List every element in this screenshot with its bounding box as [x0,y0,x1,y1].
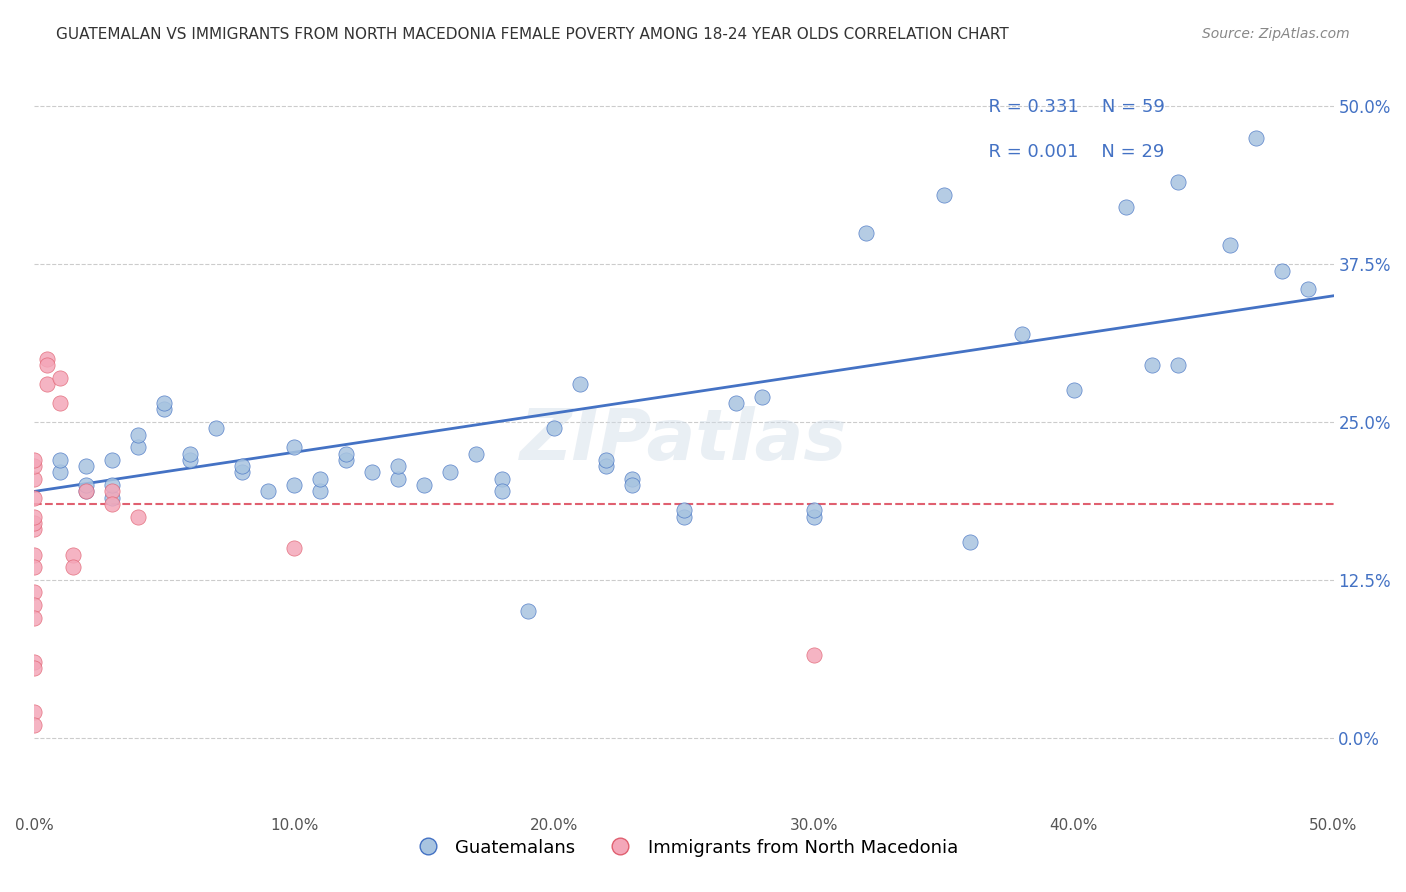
Point [22,459,45,474]
Point [22,598,45,612]
Point [387,459,409,474]
Point [179,453,201,467]
Point [231,459,253,474]
Point [257,484,280,499]
Point [101,497,124,511]
Point [543,421,565,435]
Point [439,466,461,480]
Text: R = 0.331    N = 59: R = 0.331 N = 59 [977,98,1166,116]
Point [465,446,488,460]
Text: ZIPatlas: ZIPatlas [520,407,848,475]
Point [1167,358,1189,372]
Point [569,377,592,392]
Point [309,484,332,499]
Point [37,358,59,372]
Point [22,509,45,524]
Text: Source: ZipAtlas.com: Source: ZipAtlas.com [1202,27,1350,41]
Point [22,491,45,505]
Point [1140,358,1163,372]
Point [127,427,149,442]
Point [517,604,540,618]
Point [49,453,72,467]
Point [62,560,84,574]
Point [37,351,59,366]
Point [724,396,747,410]
Point [1063,384,1085,398]
Text: GUATEMALAN VS IMMIGRANTS FROM NORTH MACEDONIA FEMALE POVERTY AMONG 18-24 YEAR OL: GUATEMALAN VS IMMIGRANTS FROM NORTH MACE… [56,27,1010,42]
Point [22,522,45,536]
Point [101,484,124,499]
Point [335,453,357,467]
Point [205,421,228,435]
Point [22,453,45,467]
Point [283,440,305,454]
Point [1270,263,1292,277]
Point [22,548,45,562]
Point [22,560,45,574]
Point [75,484,97,499]
Point [101,478,124,492]
Point [751,390,773,404]
Point [231,466,253,480]
Text: R = 0.001    N = 29: R = 0.001 N = 29 [977,143,1164,161]
Point [335,446,357,460]
Point [101,453,124,467]
Legend: Guatemalans, Immigrants from North Macedonia: Guatemalans, Immigrants from North Maced… [404,831,965,863]
Point [1011,326,1033,341]
Point [22,610,45,624]
Point [932,187,955,202]
Point [49,371,72,385]
Point [179,446,201,460]
Point [75,459,97,474]
Point [1296,283,1319,297]
Point [413,478,436,492]
Point [620,478,643,492]
Point [1244,131,1267,145]
Point [309,472,332,486]
Point [672,509,695,524]
Point [153,402,176,417]
Point [153,396,176,410]
Point [491,484,513,499]
Point [803,648,825,663]
Point [1167,175,1189,189]
Point [387,472,409,486]
Point [75,484,97,499]
Point [49,466,72,480]
Point [959,534,981,549]
Point [127,440,149,454]
Point [22,718,45,732]
Point [22,706,45,720]
Point [803,509,825,524]
Point [62,548,84,562]
Point [22,472,45,486]
Point [620,472,643,486]
Point [127,509,149,524]
Point [595,459,617,474]
Point [595,453,617,467]
Point [101,491,124,505]
Point [803,503,825,517]
Point [75,478,97,492]
Point [22,516,45,530]
Point [283,478,305,492]
Point [22,585,45,599]
Point [22,655,45,669]
Point [37,377,59,392]
Point [1115,201,1137,215]
Point [855,226,877,240]
Point [49,396,72,410]
Point [22,661,45,675]
Point [361,466,384,480]
Point [491,472,513,486]
Point [1219,238,1241,252]
Point [672,503,695,517]
Point [283,541,305,556]
